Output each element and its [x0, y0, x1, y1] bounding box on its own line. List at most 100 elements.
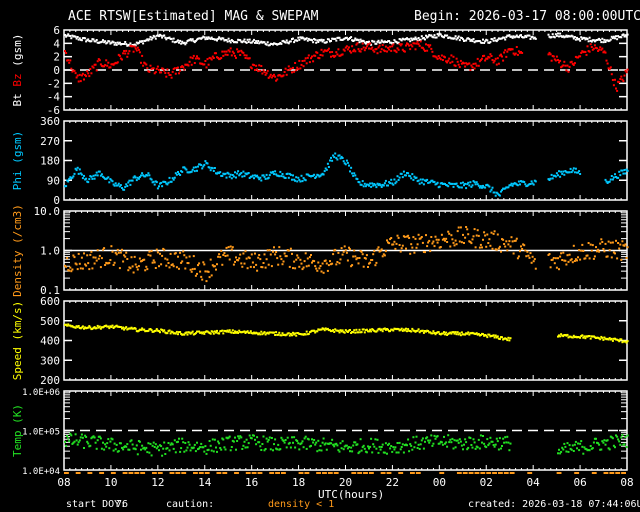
y-axis-label: Phi (gsm): [11, 131, 24, 191]
caution-marker: [316, 472, 322, 474]
x-tick-label: 06: [573, 476, 586, 489]
y-axis-label: Speed (km/s): [11, 301, 24, 380]
x-tick-label: 10: [104, 476, 117, 489]
caution-marker: [151, 472, 157, 474]
caution-marker: [140, 472, 146, 474]
caution-marker: [216, 472, 222, 474]
caution-marker: [322, 472, 327, 474]
caution-marker: [169, 472, 175, 474]
chart-title: ACE RTSW[Estimated] MAG & SWEPAM: [68, 9, 319, 24]
caution-marker: [603, 472, 609, 474]
caution-marker: [468, 472, 474, 474]
y-tick-label: 1.0E+05: [22, 428, 60, 438]
caution-marker: [99, 472, 105, 474]
caution-marker: [245, 472, 251, 474]
caution-marker: [486, 472, 492, 474]
y-tick-label: 1.0E+06: [22, 388, 60, 398]
caution-marker: [298, 472, 304, 474]
caution-marker: [415, 472, 421, 474]
panel-temp: 1.0E+06 1.0E+05 1.0E+04 Temp (K): [11, 388, 629, 477]
caution-marker: [351, 472, 357, 474]
caution-marker: [503, 472, 509, 474]
x-tick-label: 08: [57, 476, 70, 489]
caution-marker: [462, 472, 468, 474]
caution-marker: [527, 472, 533, 474]
caution-marker: [480, 472, 486, 474]
caution-marker: [175, 472, 181, 474]
x-tick-label: 00: [433, 476, 446, 489]
y-tick-label: -4: [47, 91, 61, 104]
caution-marker: [380, 472, 386, 474]
start-doy-value: 76: [116, 499, 129, 510]
caution-marker: [204, 472, 210, 474]
caution-label: caution:: [166, 499, 215, 510]
x-tick-label: 18: [292, 476, 305, 489]
caution-marker: [128, 472, 134, 474]
caution-marker: [591, 472, 597, 474]
caution-marker: [439, 472, 445, 474]
y-tick-label: 1.0E+04: [22, 467, 60, 477]
y-axis-label: Temp (K): [11, 404, 24, 457]
begin-time: Begin: 2026-03-17 08:00:00UTC: [414, 9, 640, 24]
caution-marker: [64, 472, 69, 474]
y-tick-label: 270: [40, 135, 60, 148]
caution-marker: [509, 472, 515, 474]
caution-marker: [257, 472, 263, 474]
caution-marker: [615, 472, 621, 474]
caution-marker: [609, 472, 615, 474]
x-tick-label: 14: [198, 476, 212, 489]
caution-marker: [157, 472, 163, 474]
caution-marker: [122, 472, 128, 474]
y-tick-label: 10.0: [34, 205, 61, 218]
caution-marker: [368, 472, 374, 474]
x-tick-label: 02: [480, 476, 493, 489]
y-tick-label: 0.1: [40, 284, 60, 297]
panel-phi: 360 270 180 90 0 Phi (gsm): [11, 115, 629, 207]
y-tick-label: 360: [40, 115, 60, 128]
y-tick-label: 500: [40, 315, 60, 328]
panel-density: 10.0 1.0 0.1 Density (/cm3): [11, 204, 629, 297]
caution-marker: [181, 472, 187, 474]
y-tick-label: 300: [40, 354, 60, 367]
caution-marker: [410, 472, 415, 474]
caution-marker: [363, 472, 368, 474]
caution-text: density < 1: [268, 499, 335, 510]
y-tick-label: 180: [40, 155, 60, 168]
caution-marker: [269, 472, 275, 474]
caution-marker: [251, 472, 257, 474]
caution-marker: [75, 472, 81, 474]
start-doy-label: start DOY:: [66, 499, 127, 510]
y-tick-label: -2: [47, 77, 60, 90]
caution-marker: [357, 472, 363, 474]
caution-marker: [333, 472, 339, 474]
y-tick-label: 0: [53, 64, 60, 77]
y-tick-label: -6: [47, 104, 60, 117]
caution-marker: [275, 472, 280, 474]
x-tick-label: 08: [620, 476, 633, 489]
y-tick-label: 0: [53, 194, 60, 207]
y-axis-label: Bt Bz (gsm): [11, 34, 24, 107]
caution-marker: [398, 472, 404, 474]
caution-marker: [110, 472, 116, 474]
caution-marker: [474, 472, 480, 474]
caution-marker: [497, 472, 503, 474]
y-tick-label: 6: [53, 24, 60, 37]
x-axis-label: UTC(hours): [318, 488, 385, 501]
created-time: created: 2026-03-18 07:44:06UTC: [468, 499, 640, 510]
x-tick-label: 12: [151, 476, 164, 489]
caution-marker: [193, 472, 198, 474]
caution-marker: [386, 472, 392, 474]
y-tick-label: 400: [40, 335, 60, 348]
y-axis-label: Density (/cm3): [11, 204, 24, 297]
panel-speed: 600 500 400 300 200 Speed (km/s): [11, 295, 629, 387]
y-tick-label: 2: [53, 51, 60, 64]
caution-marker: [280, 472, 286, 474]
y-tick-label: 1.0: [40, 245, 60, 258]
caution-marker: [574, 472, 580, 474]
caution-marker: [234, 472, 239, 474]
caution-marker: [87, 472, 93, 474]
x-tick-label: 20: [339, 476, 352, 489]
caution-marker: [134, 472, 140, 474]
